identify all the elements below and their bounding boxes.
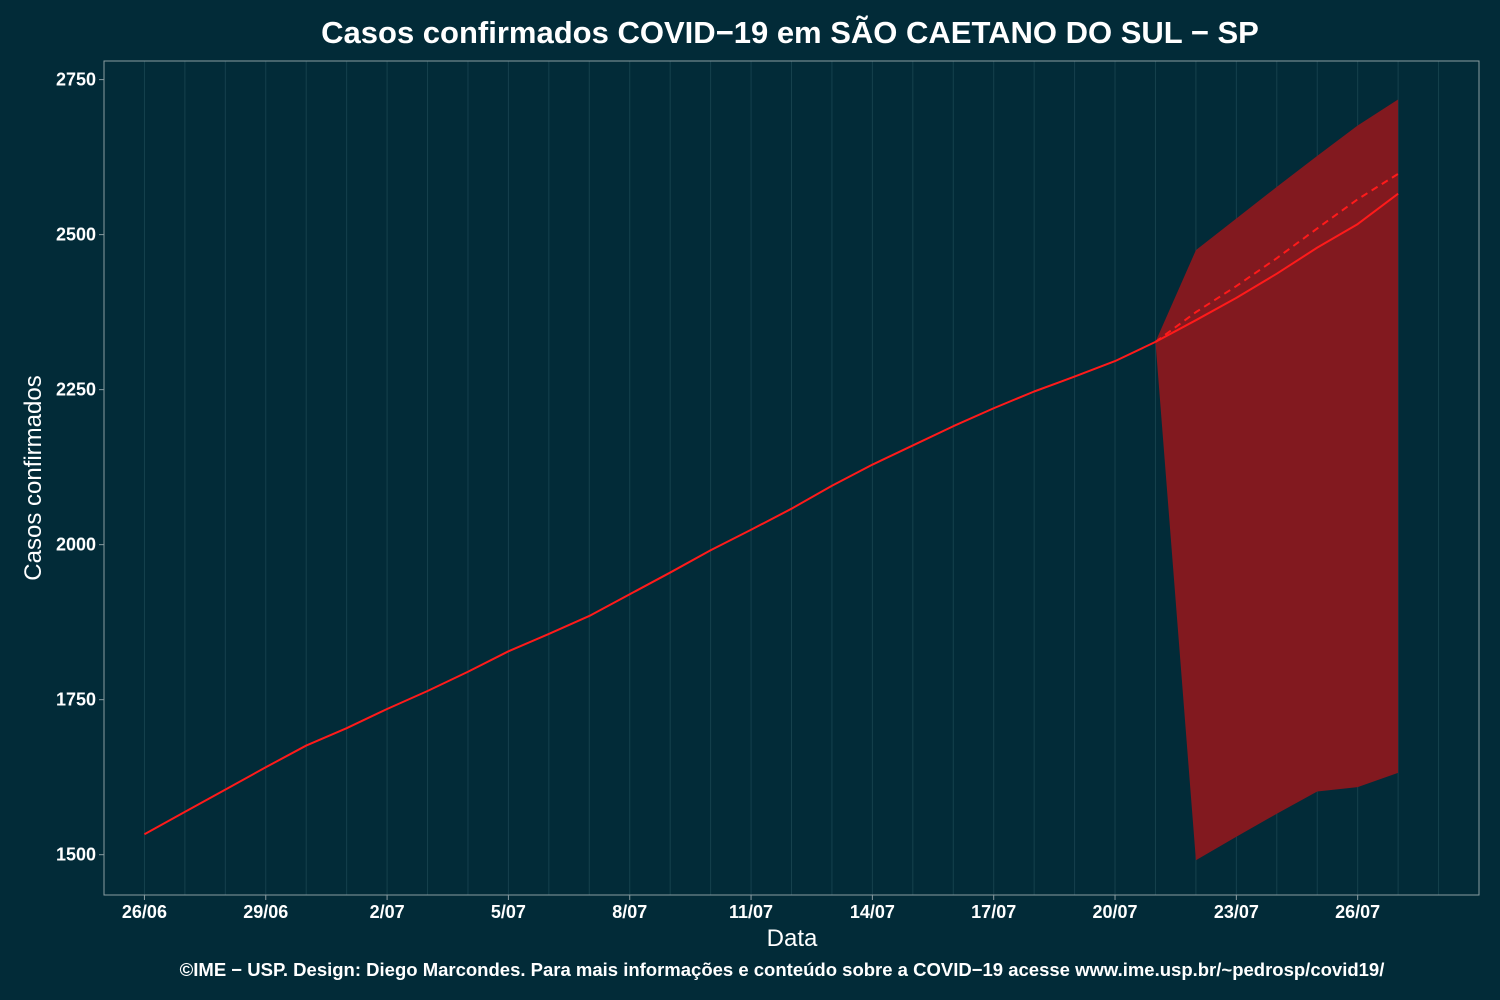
y-tick-label: 2500 xyxy=(56,225,96,245)
y-tick-label: 1500 xyxy=(56,845,96,865)
series-lines-layer xyxy=(143,173,1399,836)
x-tick-label: 17/07 xyxy=(971,902,1016,922)
x-tick-label: 23/07 xyxy=(1214,902,1259,922)
y-tick-label: 2250 xyxy=(56,380,96,400)
x-tick-label: 26/07 xyxy=(1335,902,1380,922)
series-line-prediction xyxy=(1154,192,1399,343)
x-tick-label: 11/07 xyxy=(729,902,773,922)
x-axis-label: Data xyxy=(767,925,818,952)
x-tick-label: 20/07 xyxy=(1093,902,1138,922)
series-line-observed xyxy=(143,340,1156,836)
series-line-prediction-upper-estimate xyxy=(1154,173,1399,343)
x-tick-label: 26/06 xyxy=(122,902,167,922)
y-axis-label: Casos confirmados xyxy=(20,375,47,580)
x-tick-label: 5/07 xyxy=(491,902,526,922)
x-tick-label: 8/07 xyxy=(612,902,647,922)
prediction-interval-band xyxy=(1155,99,1399,861)
y-axis: 1500 1750 2000 2250 2500 2750 xyxy=(56,70,104,865)
x-axis: 26/06 29/06 2/07 5/07 8/07 11/07 14/07 17/07 20/… xyxy=(122,895,1380,922)
chart-title: Casos confirmados COVID−19 em SÃO CAETAN… xyxy=(321,15,1259,50)
x-tick-label: 2/07 xyxy=(370,902,405,922)
y-tick-label: 1750 xyxy=(56,690,96,710)
x-tick-label: 14/07 xyxy=(850,902,895,922)
y-tick-label: 2000 xyxy=(56,535,96,555)
plot-border xyxy=(103,60,1480,896)
prediction-band-layer xyxy=(1155,99,1399,861)
y-tick-label: 2750 xyxy=(56,70,96,90)
x-tick-label: 29/06 xyxy=(243,902,288,922)
chart-caption: ©IME − USP. Design: Diego Marcondes. Par… xyxy=(180,959,1385,980)
